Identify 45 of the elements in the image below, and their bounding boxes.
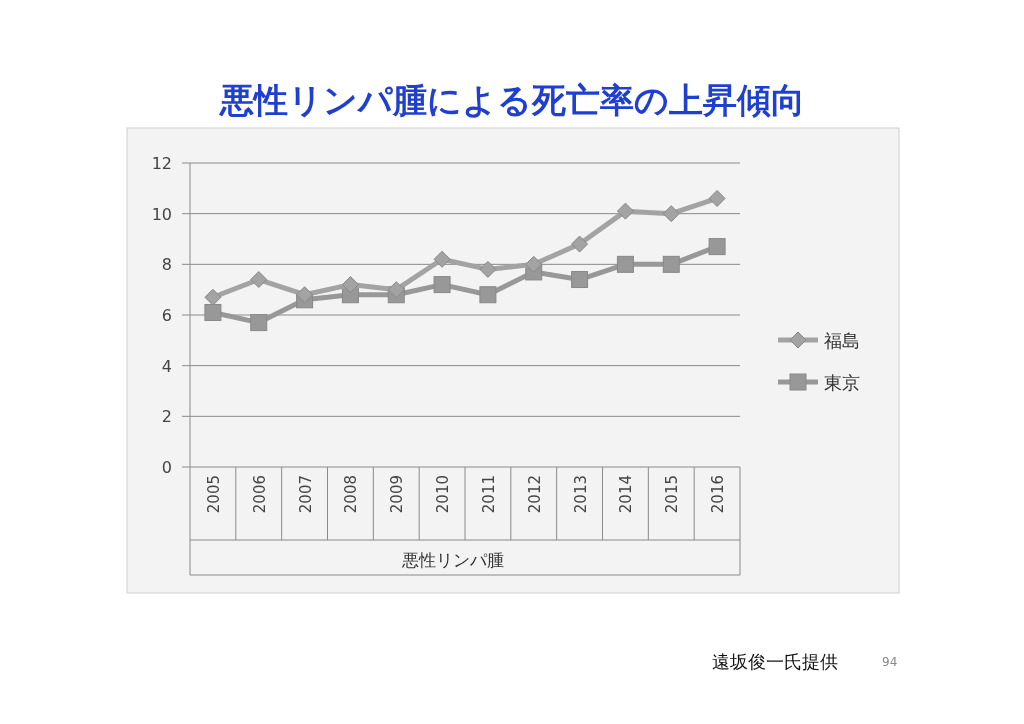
y-tick-label: 2 — [161, 407, 172, 427]
y-tick-label: 12 — [151, 154, 172, 173]
point — [571, 271, 589, 289]
point — [204, 303, 222, 321]
point — [708, 238, 726, 256]
y-tick-label: 8 — [161, 255, 172, 275]
legend-label: 東京 — [824, 372, 860, 393]
point — [250, 314, 268, 332]
x-tick-label: 2006 — [250, 475, 269, 514]
point — [204, 288, 222, 306]
point — [479, 260, 497, 278]
point — [250, 271, 268, 289]
chart-title: 悪性リンパ腫による死亡率の上昇傾向 — [217, 80, 805, 120]
x-tick-label: 2013 — [571, 475, 590, 514]
x-tick-label: 2009 — [388, 475, 407, 514]
point — [341, 276, 359, 294]
x-tick-label: 2007 — [296, 475, 315, 514]
x-tick-label: 2010 — [434, 475, 453, 514]
x-tick-label: 2014 — [617, 475, 636, 514]
x-tick-label: 2005 — [204, 475, 223, 514]
point — [662, 255, 680, 273]
legend-label: 福島 — [824, 330, 860, 351]
x-tick-label: 2008 — [342, 475, 361, 514]
point — [479, 286, 497, 304]
point — [616, 202, 634, 220]
x-axis-title: 悪性リンパ腫 — [400, 550, 504, 570]
y-tick-label: 10 — [151, 204, 172, 224]
point — [662, 205, 680, 223]
text: 94 — [882, 655, 898, 669]
y-tick-label: 4 — [161, 356, 172, 376]
y-tick-label: 0 — [161, 458, 172, 477]
point — [571, 235, 589, 253]
y-tick-label: 6 — [161, 306, 172, 325]
point — [433, 276, 451, 294]
text: 遠坂俊一氏提供 — [712, 651, 838, 672]
x-tick-label: 2015 — [663, 475, 682, 514]
point — [296, 286, 314, 304]
x-tick-label: 2012 — [525, 475, 544, 514]
point — [708, 189, 726, 207]
point — [387, 281, 405, 299]
x-tick-label: 2016 — [709, 475, 728, 514]
x-tick-label: 2011 — [479, 475, 498, 514]
point — [433, 250, 451, 268]
point — [525, 255, 543, 273]
point — [616, 255, 634, 273]
